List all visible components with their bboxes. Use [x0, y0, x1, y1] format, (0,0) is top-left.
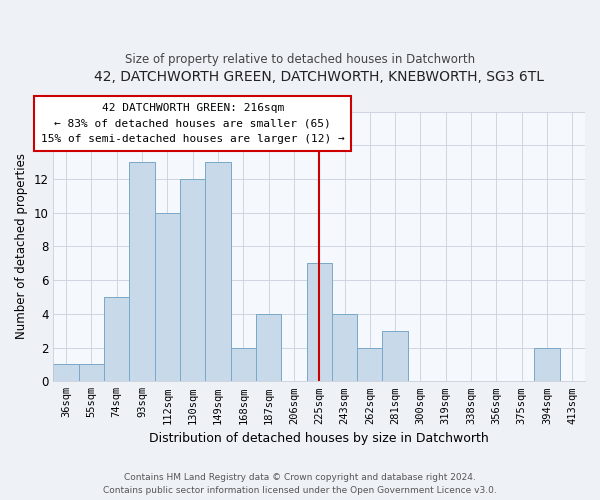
- Title: 42, DATCHWORTH GREEN, DATCHWORTH, KNEBWORTH, SG3 6TL: 42, DATCHWORTH GREEN, DATCHWORTH, KNEBWO…: [94, 70, 544, 84]
- Bar: [79, 364, 104, 382]
- Text: Size of property relative to detached houses in Datchworth: Size of property relative to detached ho…: [125, 52, 475, 66]
- Bar: [104, 297, 130, 382]
- Bar: [53, 364, 79, 382]
- Bar: [382, 330, 408, 382]
- Bar: [535, 348, 560, 382]
- Y-axis label: Number of detached properties: Number of detached properties: [15, 154, 28, 340]
- Text: Contains HM Land Registry data © Crown copyright and database right 2024.
Contai: Contains HM Land Registry data © Crown c…: [103, 474, 497, 495]
- Bar: [180, 179, 205, 382]
- Bar: [230, 348, 256, 382]
- Bar: [357, 348, 382, 382]
- Bar: [307, 264, 332, 382]
- X-axis label: Distribution of detached houses by size in Datchworth: Distribution of detached houses by size …: [149, 432, 489, 445]
- Bar: [155, 212, 180, 382]
- Text: 42 DATCHWORTH GREEN: 216sqm
← 83% of detached houses are smaller (65)
15% of sem: 42 DATCHWORTH GREEN: 216sqm ← 83% of det…: [41, 103, 344, 144]
- Bar: [256, 314, 281, 382]
- Bar: [332, 314, 357, 382]
- Bar: [130, 162, 155, 382]
- Bar: [205, 162, 230, 382]
